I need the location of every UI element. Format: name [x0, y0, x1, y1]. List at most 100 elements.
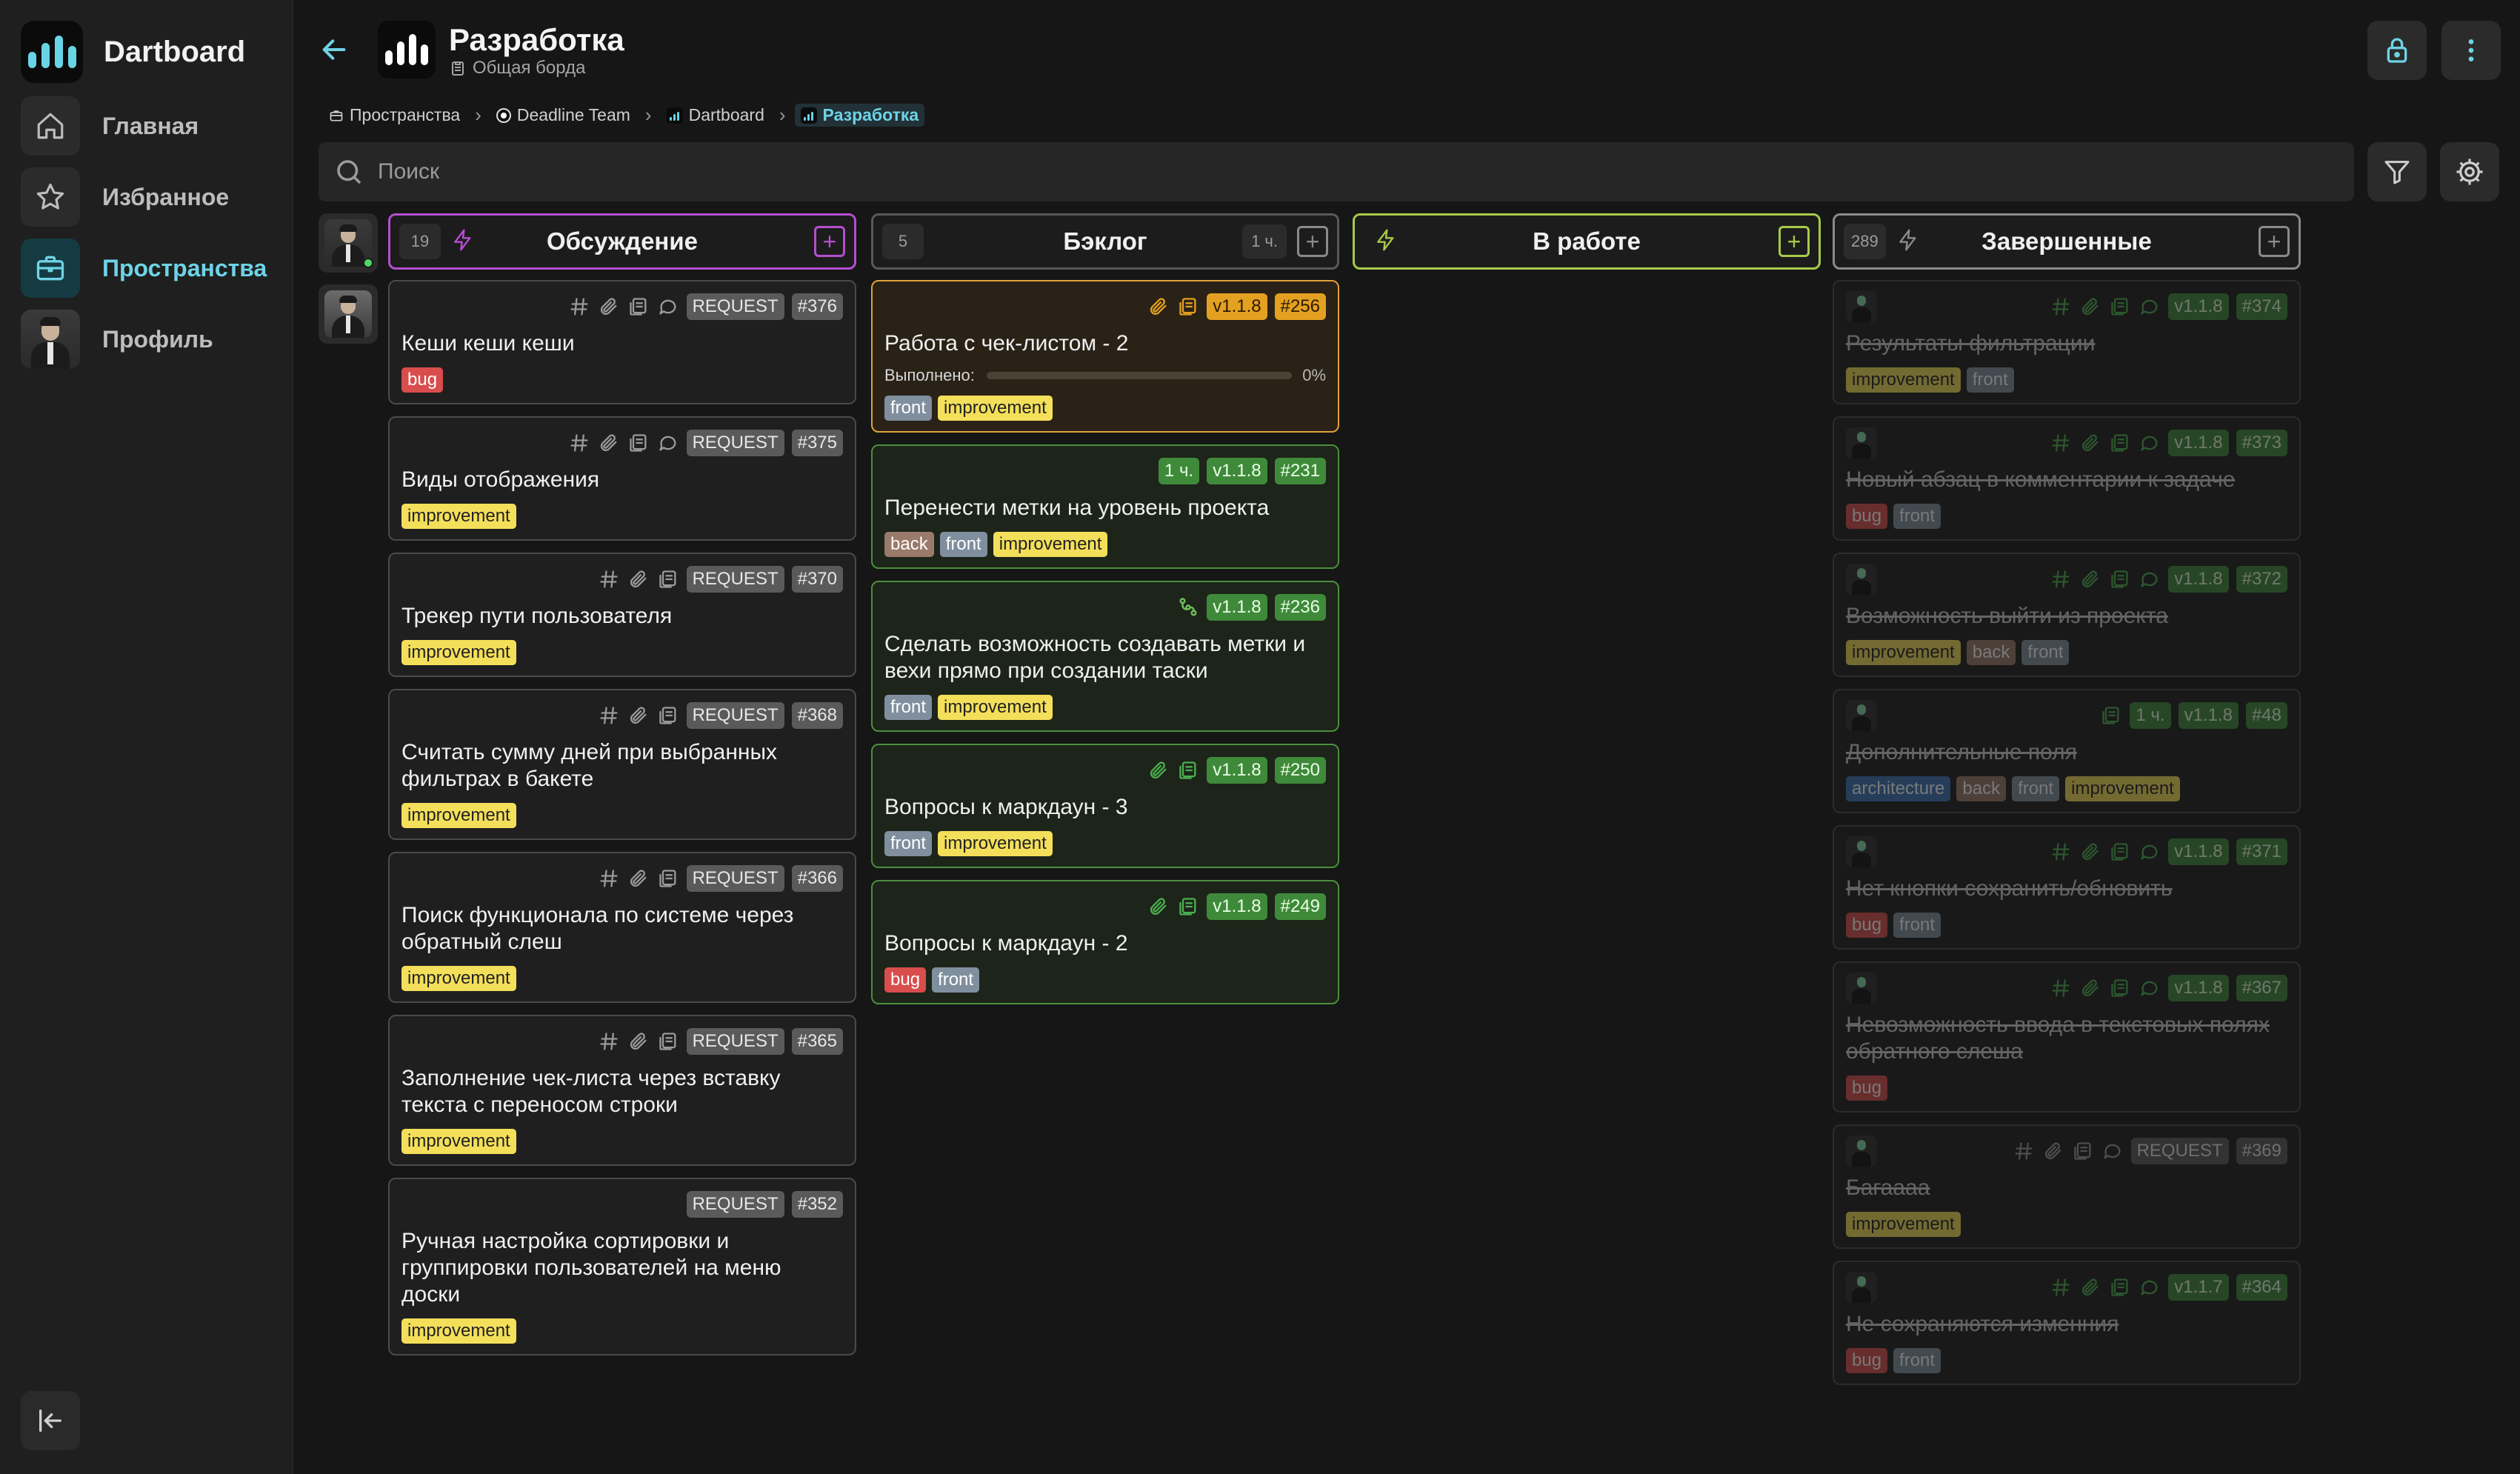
card-meta: REQUEST #370 — [401, 564, 843, 594]
breadcrumb-board[interactable]: Разработка — [794, 104, 925, 127]
column-inwork: В работе + — [1353, 213, 1821, 280]
tag-list: front improvement — [884, 831, 1326, 856]
document-icon — [2109, 296, 2131, 318]
task-card[interactable]: v1.1.8 #250 Вопросы к маркдаун - 3 front imp… — [871, 744, 1339, 868]
task-title: Кеши кеши кеши — [401, 331, 575, 356]
tag-list: front improvement — [884, 695, 1326, 720]
briefcase-icon — [21, 239, 80, 298]
version-badge: v1.1.8 — [1207, 458, 1267, 484]
task-number-badge: #367 — [2236, 975, 2287, 1001]
task-title: Виды отображения — [401, 467, 600, 492]
breadcrumb-team[interactable]: Deadline Team — [490, 104, 636, 127]
task-title: Не сохраняются изменния — [1846, 1312, 2119, 1336]
hash-icon — [2013, 1140, 2035, 1162]
star-icon — [21, 167, 80, 227]
paperclip-icon — [2079, 432, 2101, 454]
task-card[interactable]: REQUEST #370 Трекер пути пользователя impro… — [388, 553, 856, 677]
assignee-avatar — [1846, 1135, 1877, 1167]
tag-list: bug front — [1846, 504, 2287, 529]
task-card[interactable]: v1.1.8 #367 Невозможность ввода в текстовы… — [1833, 961, 2301, 1113]
lock-icon — [2387, 38, 2407, 63]
dartboard-logo — [21, 21, 83, 83]
hash-icon — [2050, 296, 2072, 318]
paperclip-icon — [1147, 759, 1170, 781]
task-card[interactable]: REQUEST #366 Поиск функционала по системе … — [388, 852, 856, 1003]
add-task-button[interactable]: + — [2259, 226, 2290, 257]
column-task-count: 19 — [399, 224, 441, 259]
lock-button[interactable] — [2367, 21, 2427, 80]
tag-list: improvement — [401, 966, 843, 991]
search-icon — [337, 160, 361, 184]
breadcrumb-spaces[interactable]: Пространства — [323, 104, 466, 127]
paperclip-icon — [627, 704, 650, 727]
task-title: Нет кнопки сохранить/обновить — [1846, 876, 2173, 901]
task-card[interactable]: v1.1.8 #249 Вопросы к маркдаун - 2 bug front — [871, 880, 1339, 1004]
task-card[interactable]: REQUEST #352 Ручная настройка сортировки и… — [388, 1178, 856, 1355]
search-input[interactable] — [378, 159, 2304, 184]
tag-list: bug front — [884, 967, 1326, 993]
paperclip-icon — [2079, 568, 2101, 590]
project-logo — [378, 21, 436, 79]
task-card[interactable]: v1.1.8 #371 Нет кнопки сохранить/обновить b… — [1833, 825, 2301, 950]
collapse-sidebar-button[interactable] — [21, 1391, 80, 1450]
document-icon — [657, 704, 679, 727]
paperclip-icon — [2079, 296, 2101, 318]
tag-improvement: improvement — [938, 695, 1053, 720]
task-title: Невозможность ввода в текстовых полях об… — [1846, 1013, 2270, 1064]
version-badge: v1.1.8 — [2168, 838, 2229, 865]
member-avatar[interactable] — [319, 213, 378, 273]
tag-improvement: improvement — [1846, 1212, 1961, 1237]
column-header[interactable]: В работе + — [1353, 213, 1821, 270]
task-card[interactable]: REQUEST #365 Заполнение чек-листа через вс… — [388, 1015, 856, 1166]
column-header[interactable]: 289 Завершенные + — [1833, 213, 2301, 270]
back-button[interactable] — [316, 31, 353, 68]
task-card[interactable]: v1.1.8 #373 Новый абзац в комментарии к за… — [1833, 416, 2301, 541]
document-icon — [657, 568, 679, 590]
settings-button[interactable] — [2440, 142, 2499, 201]
document-icon — [2109, 432, 2131, 454]
filter-button[interactable] — [2367, 142, 2427, 201]
nav-item-favorites[interactable]: Избранное — [21, 167, 276, 227]
tag-list: bug — [401, 367, 843, 393]
card-meta: REQUEST #366 — [401, 864, 843, 893]
task-card[interactable]: 1 ч. v1.1.8 #48 Дополнительные поля architec… — [1833, 689, 2301, 813]
member-avatar[interactable] — [319, 284, 378, 344]
hash-icon — [598, 568, 620, 590]
assignee-avatar — [1846, 1272, 1877, 1303]
breadcrumb-project[interactable]: Dartboard — [661, 104, 770, 127]
add-task-button[interactable]: + — [814, 226, 845, 257]
task-card[interactable]: 1 ч. v1.1.8 #231 Перенести метки на уровень… — [871, 444, 1339, 569]
main-nav: Главная Избранное Пространства Профиль — [21, 96, 276, 381]
request-badge: REQUEST — [686, 1028, 784, 1055]
assignee-avatar — [1846, 291, 1877, 322]
nav-item-home[interactable]: Главная — [21, 96, 276, 156]
task-card[interactable]: REQUEST #369 Багаааа improvement — [1833, 1124, 2301, 1249]
add-task-button[interactable]: + — [1779, 226, 1810, 257]
task-card[interactable]: REQUEST #368 Считать сумму дней при выбран… — [388, 689, 856, 840]
brand[interactable]: Dartboard — [21, 21, 245, 83]
tag-front: front — [1893, 1348, 1941, 1373]
tag-front: front — [939, 532, 987, 557]
add-task-button[interactable]: + — [1297, 226, 1328, 257]
nav-item-profile[interactable]: Профиль — [21, 310, 276, 369]
task-card[interactable]: REQUEST #375 Виды отображения improvement — [388, 416, 856, 541]
tag-list: back front improvement — [884, 532, 1326, 557]
task-card[interactable]: v1.1.7 #364 Не сохраняются изменния bug fron… — [1833, 1261, 2301, 1385]
column-header[interactable]: 19 Обсуждение + — [388, 213, 856, 270]
document-icon — [2072, 1140, 2094, 1162]
card-list: REQUEST #376 Кеши кеши кеши bug REQUEST #375 В… — [388, 280, 856, 1355]
task-card[interactable]: v1.1.8 #374 Результаты фильтрации improveme… — [1833, 280, 2301, 404]
column-header[interactable]: 5 Бэклог 1 ч. + — [871, 213, 1339, 270]
task-card[interactable]: v1.1.8 #236 Сделать возможность создавать … — [871, 581, 1339, 732]
document-icon — [627, 432, 650, 454]
task-card[interactable]: v1.1.8 #256 Работа с чек-листом - 2 Выполн… — [871, 280, 1339, 433]
board-icon — [800, 107, 817, 124]
nav-item-spaces[interactable]: Пространства — [21, 239, 276, 298]
more-button[interactable] — [2441, 21, 2501, 80]
tag-list: architecture back front improvement — [1846, 776, 2287, 801]
card-list: v1.1.8 #374 Результаты фильтрации improveme… — [1833, 280, 2301, 1385]
progress-percent: 0% — [1302, 366, 1326, 384]
task-card[interactable]: REQUEST #376 Кеши кеши кеши bug — [388, 280, 856, 404]
task-card[interactable]: v1.1.8 #372 Возможность выйти из проекта im… — [1833, 553, 2301, 677]
time-badge: 1 ч. — [2130, 702, 2171, 729]
